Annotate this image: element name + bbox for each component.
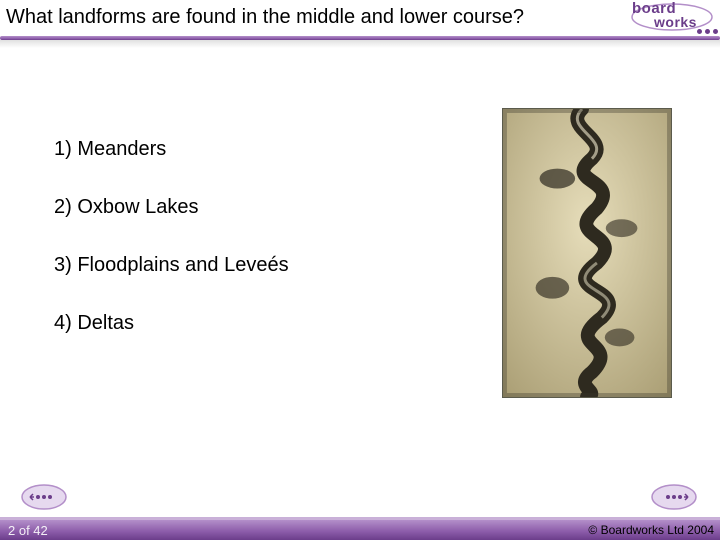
landforms-list: 1) Meanders 2) Oxbow Lakes 3) Floodplain… (54, 138, 289, 370)
meanders-aerial-icon (503, 109, 671, 397)
list-item: 1) Meanders (54, 138, 289, 160)
next-button[interactable] (650, 482, 698, 512)
boardworks-logo: board works (630, 2, 714, 36)
list-item: 4) Deltas (54, 312, 289, 334)
meanders-aerial-image (502, 108, 672, 398)
page-number: 2 of 42 (8, 523, 48, 538)
page-title: What landforms are found in the middle a… (6, 6, 524, 29)
list-item: 2) Oxbow Lakes (54, 196, 289, 218)
prev-button[interactable] (20, 482, 68, 512)
arrow-left-icon (20, 482, 68, 512)
slide: What landforms are found in the middle a… (0, 0, 720, 540)
logo-dots-icon (697, 29, 718, 34)
logo-text-bot: works (654, 14, 697, 30)
arrow-right-icon (650, 482, 698, 512)
copyright-text: © Boardworks Ltd 2004 (588, 523, 714, 537)
header-shadow (0, 40, 720, 48)
list-item: 3) Floodplains and Leveés (54, 254, 289, 276)
